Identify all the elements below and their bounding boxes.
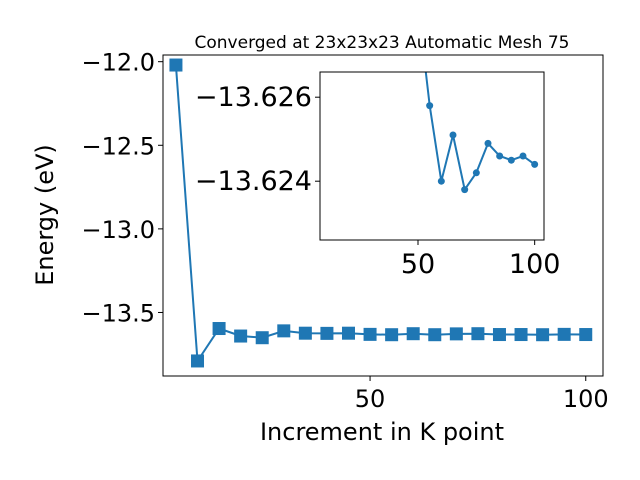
inset-background [320, 72, 544, 240]
inset-data-point [461, 186, 469, 194]
data-point [234, 329, 248, 343]
y-tick-label: −13.0 [81, 216, 155, 244]
data-point [536, 328, 550, 342]
data-point [255, 331, 269, 345]
data-point [298, 326, 312, 340]
data-point [363, 327, 377, 341]
inset-data-point [531, 160, 539, 168]
y-tick-label: −13.5 [81, 299, 155, 327]
data-point [191, 354, 205, 368]
inset-x-tick-label: 100 [509, 249, 561, 280]
inset-data-point [484, 139, 492, 147]
inset-data-point [496, 152, 504, 160]
x-tick-label: 50 [355, 385, 386, 413]
y-axis-label: Energy (eV) [31, 144, 59, 286]
y-tick-label: −12.5 [81, 132, 155, 160]
inset-data-point [472, 169, 480, 177]
data-point [385, 328, 399, 342]
inset-data-point [437, 177, 445, 185]
x-tick-label: 100 [563, 385, 609, 413]
main-plot-area [162, 54, 604, 377]
chart-title: Converged at 23x23x23 Automatic Mesh 75 [195, 33, 570, 53]
main-series [169, 58, 593, 368]
inset-data-point [426, 102, 434, 110]
y-tick-label: −12.0 [81, 49, 155, 77]
inset-data-point [415, 1, 422, 8]
inset-axis-ticks: 50 100 −13.626 −13.624 [195, 82, 561, 280]
x-axis-label: Increment in K point [260, 418, 504, 446]
inset-x-tick-label: 50 [401, 249, 435, 280]
main-axis-ticks: 50 100 −12.0 −12.5 −13.0 −13.5 [81, 49, 608, 413]
data-point [557, 327, 571, 341]
data-point [212, 322, 226, 336]
data-point [471, 327, 485, 341]
inset-series [415, 1, 539, 194]
data-point [492, 328, 506, 342]
data-point [406, 327, 420, 341]
data-point [449, 327, 463, 341]
data-point [169, 58, 183, 72]
inset-plot-area [319, 71, 545, 241]
inset-y-tick-label: −13.626 [195, 82, 312, 113]
inset-data-point [449, 131, 457, 139]
data-point [341, 326, 355, 340]
data-point [514, 328, 528, 342]
inset-y-tick-label: −13.624 [195, 166, 312, 197]
inset-data-point [507, 156, 515, 164]
data-point [320, 326, 334, 340]
inset-plot: 50 100 −13.626 −13.624 [195, 1, 561, 280]
data-point [277, 324, 291, 338]
data-point [428, 328, 442, 342]
data-point [579, 328, 593, 342]
inset-data-point [519, 152, 527, 160]
